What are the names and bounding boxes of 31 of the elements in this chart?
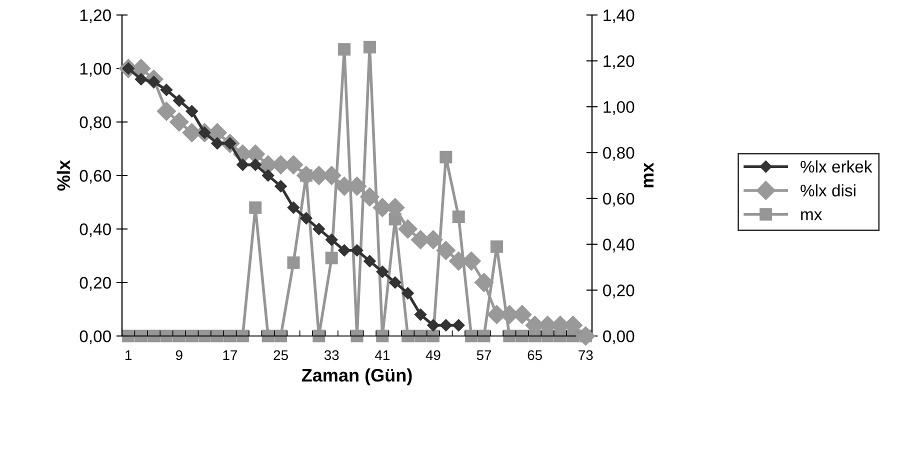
x-tick-label: 25 <box>274 350 288 360</box>
x-tick-label: 49 <box>426 350 440 360</box>
y2-tick-label: 0,40 <box>603 238 634 252</box>
y2-tick-label: 0,60 <box>603 192 634 207</box>
legend-label: mx <box>801 211 822 220</box>
y2-tick-label: 0,80 <box>603 146 634 161</box>
y2-tick-label: 1,40 <box>604 9 634 24</box>
y2-axis-title: mx <box>644 162 654 188</box>
x-tick-label: 33 <box>324 350 339 360</box>
x-tick-label: 73 <box>578 350 593 360</box>
y-tick-label: 0,20 <box>80 276 111 291</box>
y-tick-label: 0,00 <box>80 330 111 344</box>
y2-tick-label: 0,00 <box>603 330 634 344</box>
y-tick-label: 1,00 <box>80 62 111 77</box>
y-tick-label: 0,40 <box>80 223 111 238</box>
y-tick-label: 1,20 <box>80 9 111 24</box>
y-tick-label: 0,80 <box>80 116 111 130</box>
x-tick-label: 17 <box>223 350 237 360</box>
x-tick-label: 65 <box>528 350 542 360</box>
x-tick-label: 9 <box>176 350 182 360</box>
y2-tick-label: 0,20 <box>603 284 634 298</box>
y2-tick-label: 1,20 <box>604 55 634 70</box>
y2-tick-label: 1,00 <box>604 101 634 115</box>
y-axis-title: %lx <box>56 160 70 191</box>
x-tick-label: 57 <box>476 350 492 360</box>
y-tick-label: 0,60 <box>80 170 111 184</box>
x-tick-label: 41 <box>375 350 390 360</box>
x-axis-title: Zaman (Gün) <box>302 368 412 386</box>
legend-label: %lx erkek <box>800 160 872 173</box>
x-tick-label: 1 <box>126 350 132 360</box>
legend-label: %lx disi <box>800 184 856 196</box>
